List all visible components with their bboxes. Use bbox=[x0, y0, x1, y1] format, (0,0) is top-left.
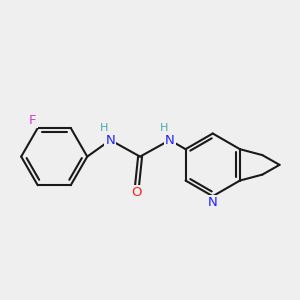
Text: F: F bbox=[29, 114, 37, 127]
Text: N: N bbox=[208, 196, 218, 209]
Text: H: H bbox=[160, 122, 168, 133]
Text: O: O bbox=[131, 186, 142, 200]
Text: H: H bbox=[100, 122, 109, 133]
Text: N: N bbox=[165, 134, 175, 147]
Text: N: N bbox=[106, 134, 115, 147]
